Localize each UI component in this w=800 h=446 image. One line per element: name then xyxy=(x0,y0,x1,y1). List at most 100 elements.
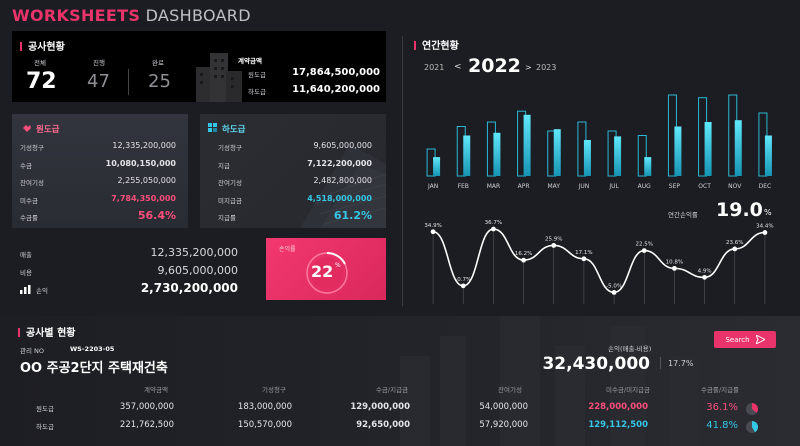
sales-label: 매출 xyxy=(20,251,32,259)
table-cell-rate: 36.1% xyxy=(706,402,738,413)
bar-tick-label: JUN xyxy=(578,183,590,190)
table-row-type: 하도급 xyxy=(36,423,54,431)
table-cell-claim: 150,570,000 xyxy=(237,420,292,430)
sub-title: 하도급 xyxy=(222,125,246,135)
table-cell-claim: 183,000,000 xyxy=(237,402,292,412)
profit-rate-unit: % xyxy=(335,262,341,269)
bar-tick-label: JUL xyxy=(608,183,619,190)
profit-value: 2,730,200,000 xyxy=(140,281,238,295)
progress-count: 47 xyxy=(87,71,110,92)
line-data-label: 36.7% xyxy=(485,220,502,226)
row-label: 수금률 xyxy=(20,214,38,222)
line-data-label: 34.4% xyxy=(756,224,773,230)
line-point xyxy=(491,226,496,232)
primary-title: 원도급 xyxy=(36,125,60,135)
section-divider xyxy=(402,36,403,306)
line-point xyxy=(641,248,647,253)
send-icon xyxy=(755,335,765,344)
row-value: 56.4% xyxy=(137,209,176,222)
line-data-label: 10.8% xyxy=(666,259,683,265)
bar-tick-label: OCT xyxy=(698,183,711,190)
bar-tick-label: NOV xyxy=(728,183,742,190)
primary-contract-panel: 원도급 기성청구 12,335,200,000 수금 10,080,150,000 잔여… xyxy=(12,114,188,228)
bar-nov xyxy=(734,120,742,176)
table-cell-unpaid: 228,000,000 xyxy=(588,402,648,412)
row-value: 9,605,000,000 xyxy=(313,141,372,150)
row-label: 미지급금 xyxy=(218,196,242,205)
status-panel: 공사현황 전체 72 진행 47 완료 25 계약금액 원도급 17,864,5… xyxy=(12,31,386,102)
row-label: 지급률 xyxy=(218,214,236,222)
contract-sub-label: 하도급 xyxy=(248,88,266,96)
status-title: 공사현황 xyxy=(20,38,65,53)
cost-label: 비용 xyxy=(20,269,32,277)
search-button[interactable]: Search xyxy=(714,331,776,348)
mgmt-no-label: 관리 NO xyxy=(20,347,45,355)
table-cell-rate: 41.8% xyxy=(706,420,738,431)
table-cell-remaining: 54,000,000 xyxy=(479,402,528,412)
contract-sub-value: 11,640,200,000 xyxy=(292,84,380,95)
row-label: 미수금 xyxy=(20,196,38,205)
line-point xyxy=(732,246,738,252)
annual-rate-unit: % xyxy=(764,208,772,217)
bar-may xyxy=(553,129,561,176)
search-button-label: Search xyxy=(725,335,750,344)
rate-pie-icon xyxy=(746,403,758,415)
profit-rate-label: 손익률 xyxy=(279,246,296,253)
bar-tick-label: APR xyxy=(518,183,530,190)
bar-tick-label: JAN xyxy=(427,183,438,190)
line-point xyxy=(611,290,617,295)
row-value: 7,784,350,000 xyxy=(111,193,176,203)
column-header: 계약금액 xyxy=(144,386,168,394)
bar-jul xyxy=(614,136,622,176)
line-point xyxy=(672,265,677,271)
prev-year-arrow[interactable]: < xyxy=(454,62,462,72)
row-value: 4,518,000,000 xyxy=(307,193,372,203)
row-label: 잔여기성 xyxy=(218,179,242,187)
done-label: 완료 xyxy=(152,59,164,67)
annual-title: 연간현황 xyxy=(414,37,459,52)
bar-chart-icon xyxy=(20,285,31,294)
line-data-label: 4.9% xyxy=(698,268,712,274)
bar-tick-label: DEC xyxy=(759,183,772,190)
next-year-arrow[interactable]: > xyxy=(525,63,532,72)
line-data-label: -0.7% xyxy=(455,277,471,283)
line-point xyxy=(430,229,436,235)
cost-value: 9,605,000,000 xyxy=(157,264,238,277)
table-row-type: 원도급 xyxy=(36,405,54,413)
row-value: 2,482,800,000 xyxy=(313,176,372,185)
bar-jun xyxy=(583,140,591,176)
profit-rate-value: 22 xyxy=(311,262,334,281)
bar-oct xyxy=(704,122,712,176)
column-header: 기성청구 xyxy=(262,386,286,394)
bar-mar xyxy=(493,132,501,176)
row-value: 2,255,050,000 xyxy=(117,176,176,185)
monthly-profit-line-chart: 34.9% -0.7% 36.7% 16.2% 25.9% 17.1% -5.0% 22.5%… xyxy=(424,220,774,304)
total-count: 72 xyxy=(26,69,57,94)
next-year[interactable]: 2023 xyxy=(536,63,557,72)
line-data-label: 16.2% xyxy=(515,251,532,257)
table-cell-collected: 129,000,000 xyxy=(350,402,410,412)
line-data-label: -5.0% xyxy=(606,283,622,289)
profit-series-line xyxy=(432,228,765,294)
contract-primary-value: 17,864,500,000 xyxy=(292,67,380,78)
line-data-label: 22.5% xyxy=(636,242,653,248)
project-name: OO 주공2단지 주택재건축 xyxy=(20,361,168,376)
bar-tick-label: FEB xyxy=(458,183,469,190)
sales-value: 12,335,200,000 xyxy=(150,246,238,259)
current-year: 2022 xyxy=(468,55,521,77)
building-icon xyxy=(196,53,242,102)
project-profit-rate: 17.7% xyxy=(668,359,694,368)
bar-dec xyxy=(764,135,772,176)
column-header: 잔여기성 xyxy=(498,386,522,394)
project-panel xyxy=(0,316,800,446)
bar-aug xyxy=(644,157,652,176)
row-label: 수금 xyxy=(20,161,32,170)
prev-year[interactable]: 2021 xyxy=(424,63,445,72)
profit-label: 손익 xyxy=(36,287,48,295)
bar-apr xyxy=(523,114,531,176)
line-point xyxy=(460,283,466,289)
row-label: 기성청구 xyxy=(218,144,242,152)
bar-tick-label: AUG xyxy=(638,183,651,190)
total-label: 전체 xyxy=(34,59,46,67)
project-profit-label: 손익(매출-비용) xyxy=(608,345,652,353)
